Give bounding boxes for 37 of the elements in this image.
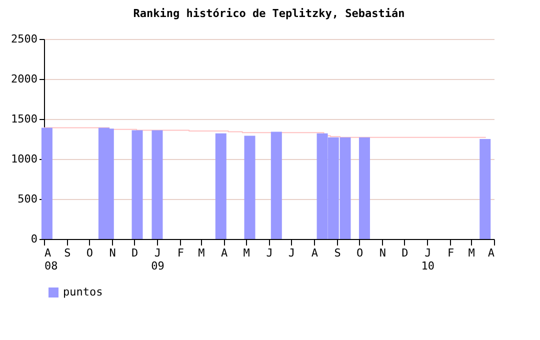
x-tick-label: A [311, 246, 318, 260]
x-tick-label: N [109, 246, 116, 260]
y-tick-label: 500 [18, 192, 38, 206]
x-tick-label: S [334, 246, 341, 260]
x-tick-label: F [448, 246, 454, 260]
x-tick-label: M [468, 246, 476, 260]
chart-title: Ranking histórico de Teplitzky, Sebastián [133, 7, 405, 20]
y-tick-label: 1000 [11, 152, 38, 166]
bar [215, 133, 226, 239]
x-tick-label: O [356, 246, 364, 260]
x-tick-label: J 10 [421, 246, 435, 272]
bar [152, 130, 163, 239]
x-tick-label: N [379, 246, 386, 260]
x-tick-label: S [64, 246, 71, 260]
x-tick-label: A [488, 246, 495, 260]
x-tick-label: J 09 [151, 246, 164, 272]
bar [132, 130, 143, 239]
bar [480, 139, 491, 239]
bar [270, 132, 282, 239]
legend-label: puntos [63, 286, 103, 298]
x-tick-label: J [266, 246, 273, 260]
bar [41, 128, 52, 239]
y-tick-label: 2000 [11, 72, 38, 86]
y-tick-label: 1500 [11, 112, 38, 126]
x-tick-label: M [243, 246, 250, 260]
bar [244, 136, 256, 239]
x-tick-label: D [402, 246, 408, 260]
x-tick-label: M [198, 246, 206, 260]
y-tick-label: 0 [30, 232, 38, 246]
x-tick-label: J [288, 246, 296, 260]
x-tick-label: F [177, 246, 184, 260]
x-tick-label: A [221, 246, 228, 260]
x-tick-label: O [86, 246, 93, 260]
x-tick-label: D [131, 246, 138, 260]
bar [358, 137, 370, 239]
y-tick-label: 2500 [11, 32, 38, 46]
x-tick-label: A 08 [44, 246, 58, 272]
